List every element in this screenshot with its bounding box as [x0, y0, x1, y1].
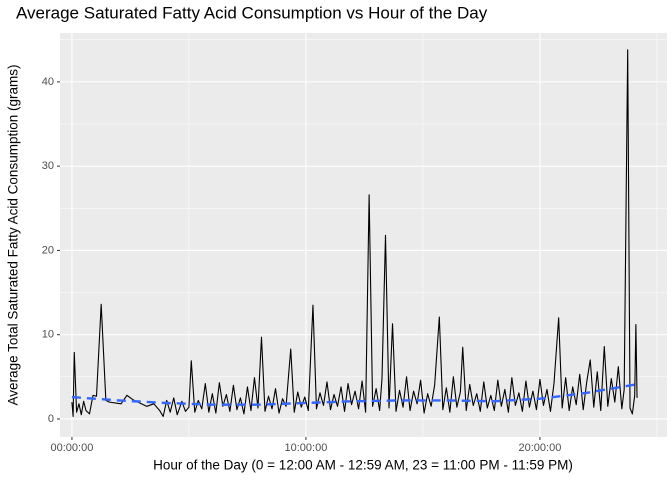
y-axis-label: Average Total Saturated Fatty Acid Consu…	[6, 65, 21, 406]
y-tick-label: 0	[48, 413, 54, 425]
y-tick-label: 20	[42, 244, 54, 256]
y-tick-label: 40	[42, 76, 54, 88]
y-tick-label: 30	[42, 160, 54, 172]
y-tick-label: 10	[42, 329, 54, 341]
x-tick-label: 10:00:00	[285, 442, 328, 454]
x-tick-label: 20:00:00	[519, 442, 562, 454]
trend-line	[71, 383, 637, 406]
x-tick-label: 00:00:00	[51, 442, 94, 454]
chart-title: Average Saturated Fatty Acid Consumption…	[16, 3, 488, 22]
plot-panel	[60, 33, 667, 437]
x-axis-label: Hour of the Day (0 = 12:00 AM - 12:59 AM…	[153, 458, 573, 473]
